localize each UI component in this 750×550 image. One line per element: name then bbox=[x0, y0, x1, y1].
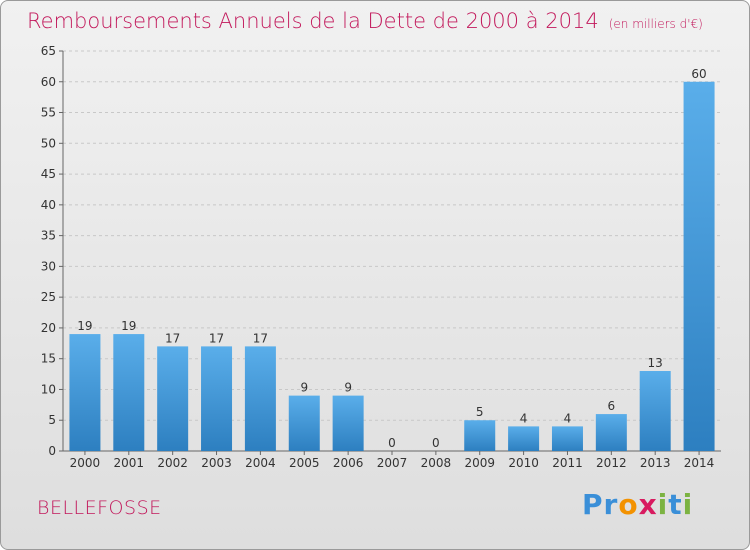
y-tick-label: 10 bbox=[41, 382, 56, 396]
logo-letter: x bbox=[638, 488, 658, 521]
chart-unit: (en milliers d'€) bbox=[608, 17, 703, 31]
y-tick-label: 0 bbox=[48, 444, 56, 458]
bar-value-label: 9 bbox=[300, 381, 308, 395]
y-tick-label: 60 bbox=[41, 75, 56, 89]
y-tick-label: 65 bbox=[41, 44, 56, 58]
bar bbox=[595, 414, 627, 451]
x-tick-label: 2014 bbox=[684, 456, 715, 470]
bar-value-label: 9 bbox=[344, 381, 352, 395]
bar-value-label: 0 bbox=[432, 436, 440, 450]
x-tick-label: 2008 bbox=[421, 456, 452, 470]
x-tick-label: 2000 bbox=[70, 456, 101, 470]
commune-name: BELLEFOSSE bbox=[37, 497, 162, 519]
x-tick-label: 2001 bbox=[114, 456, 145, 470]
bar bbox=[332, 395, 364, 451]
x-tick-label: 2003 bbox=[201, 456, 232, 470]
logo-letter: i bbox=[682, 488, 694, 521]
y-tick-label: 30 bbox=[41, 259, 56, 273]
x-tick-label: 2007 bbox=[377, 456, 408, 470]
bar-value-label: 6 bbox=[608, 399, 616, 413]
x-tick-label: 2010 bbox=[508, 456, 539, 470]
bar-value-label: 13 bbox=[648, 356, 663, 370]
y-tick-label: 15 bbox=[41, 352, 56, 366]
bar-value-label: 19 bbox=[77, 319, 92, 333]
y-tick-label: 35 bbox=[41, 229, 56, 243]
bar bbox=[157, 346, 189, 451]
bar bbox=[288, 395, 320, 451]
bar bbox=[683, 81, 715, 452]
x-tick-label: 2005 bbox=[289, 456, 320, 470]
chart-title-text: Remboursements Annuels de la Dette de 20… bbox=[27, 9, 599, 33]
y-tick-label: 40 bbox=[41, 198, 56, 212]
bar bbox=[69, 334, 101, 451]
logo-letter: t bbox=[668, 488, 683, 521]
x-tick-label: 2012 bbox=[596, 456, 627, 470]
bar-value-label: 4 bbox=[564, 411, 572, 425]
bar-value-label: 17 bbox=[253, 331, 268, 345]
bar-value-label: 19 bbox=[121, 319, 136, 333]
x-tick-label: 2013 bbox=[640, 456, 671, 470]
chart-title: Remboursements Annuels de la Dette de 20… bbox=[27, 9, 703, 33]
bar bbox=[464, 420, 496, 451]
y-tick-label: 55 bbox=[41, 106, 56, 120]
x-tick-label: 2004 bbox=[245, 456, 276, 470]
logo-letter: i bbox=[657, 488, 669, 521]
y-tick-label: 5 bbox=[48, 413, 56, 427]
bar bbox=[639, 371, 671, 451]
x-tick-label: 2009 bbox=[464, 456, 495, 470]
bar bbox=[201, 346, 233, 451]
y-tick-label: 45 bbox=[41, 167, 56, 181]
bar-value-label: 5 bbox=[476, 405, 484, 419]
bar-value-label: 4 bbox=[520, 411, 528, 425]
x-tick-label: 2011 bbox=[552, 456, 583, 470]
bar bbox=[244, 346, 276, 451]
logo-letter: r bbox=[603, 488, 619, 521]
x-tick-label: 2006 bbox=[333, 456, 364, 470]
proxiti-logo: Proxiti bbox=[582, 488, 693, 521]
bar bbox=[113, 334, 145, 451]
bar-value-label: 17 bbox=[165, 331, 180, 345]
bar-value-label: 60 bbox=[691, 67, 706, 81]
logo-letter: o bbox=[618, 488, 639, 521]
y-tick-label: 25 bbox=[41, 290, 56, 304]
bar-value-label: 17 bbox=[209, 331, 224, 345]
y-tick-label: 20 bbox=[41, 321, 56, 335]
x-tick-label: 2002 bbox=[157, 456, 188, 470]
bar bbox=[551, 426, 583, 451]
bar-value-label: 0 bbox=[388, 436, 396, 450]
y-tick-label: 50 bbox=[41, 136, 56, 150]
logo-letter: P bbox=[582, 488, 604, 521]
bar bbox=[508, 426, 540, 451]
